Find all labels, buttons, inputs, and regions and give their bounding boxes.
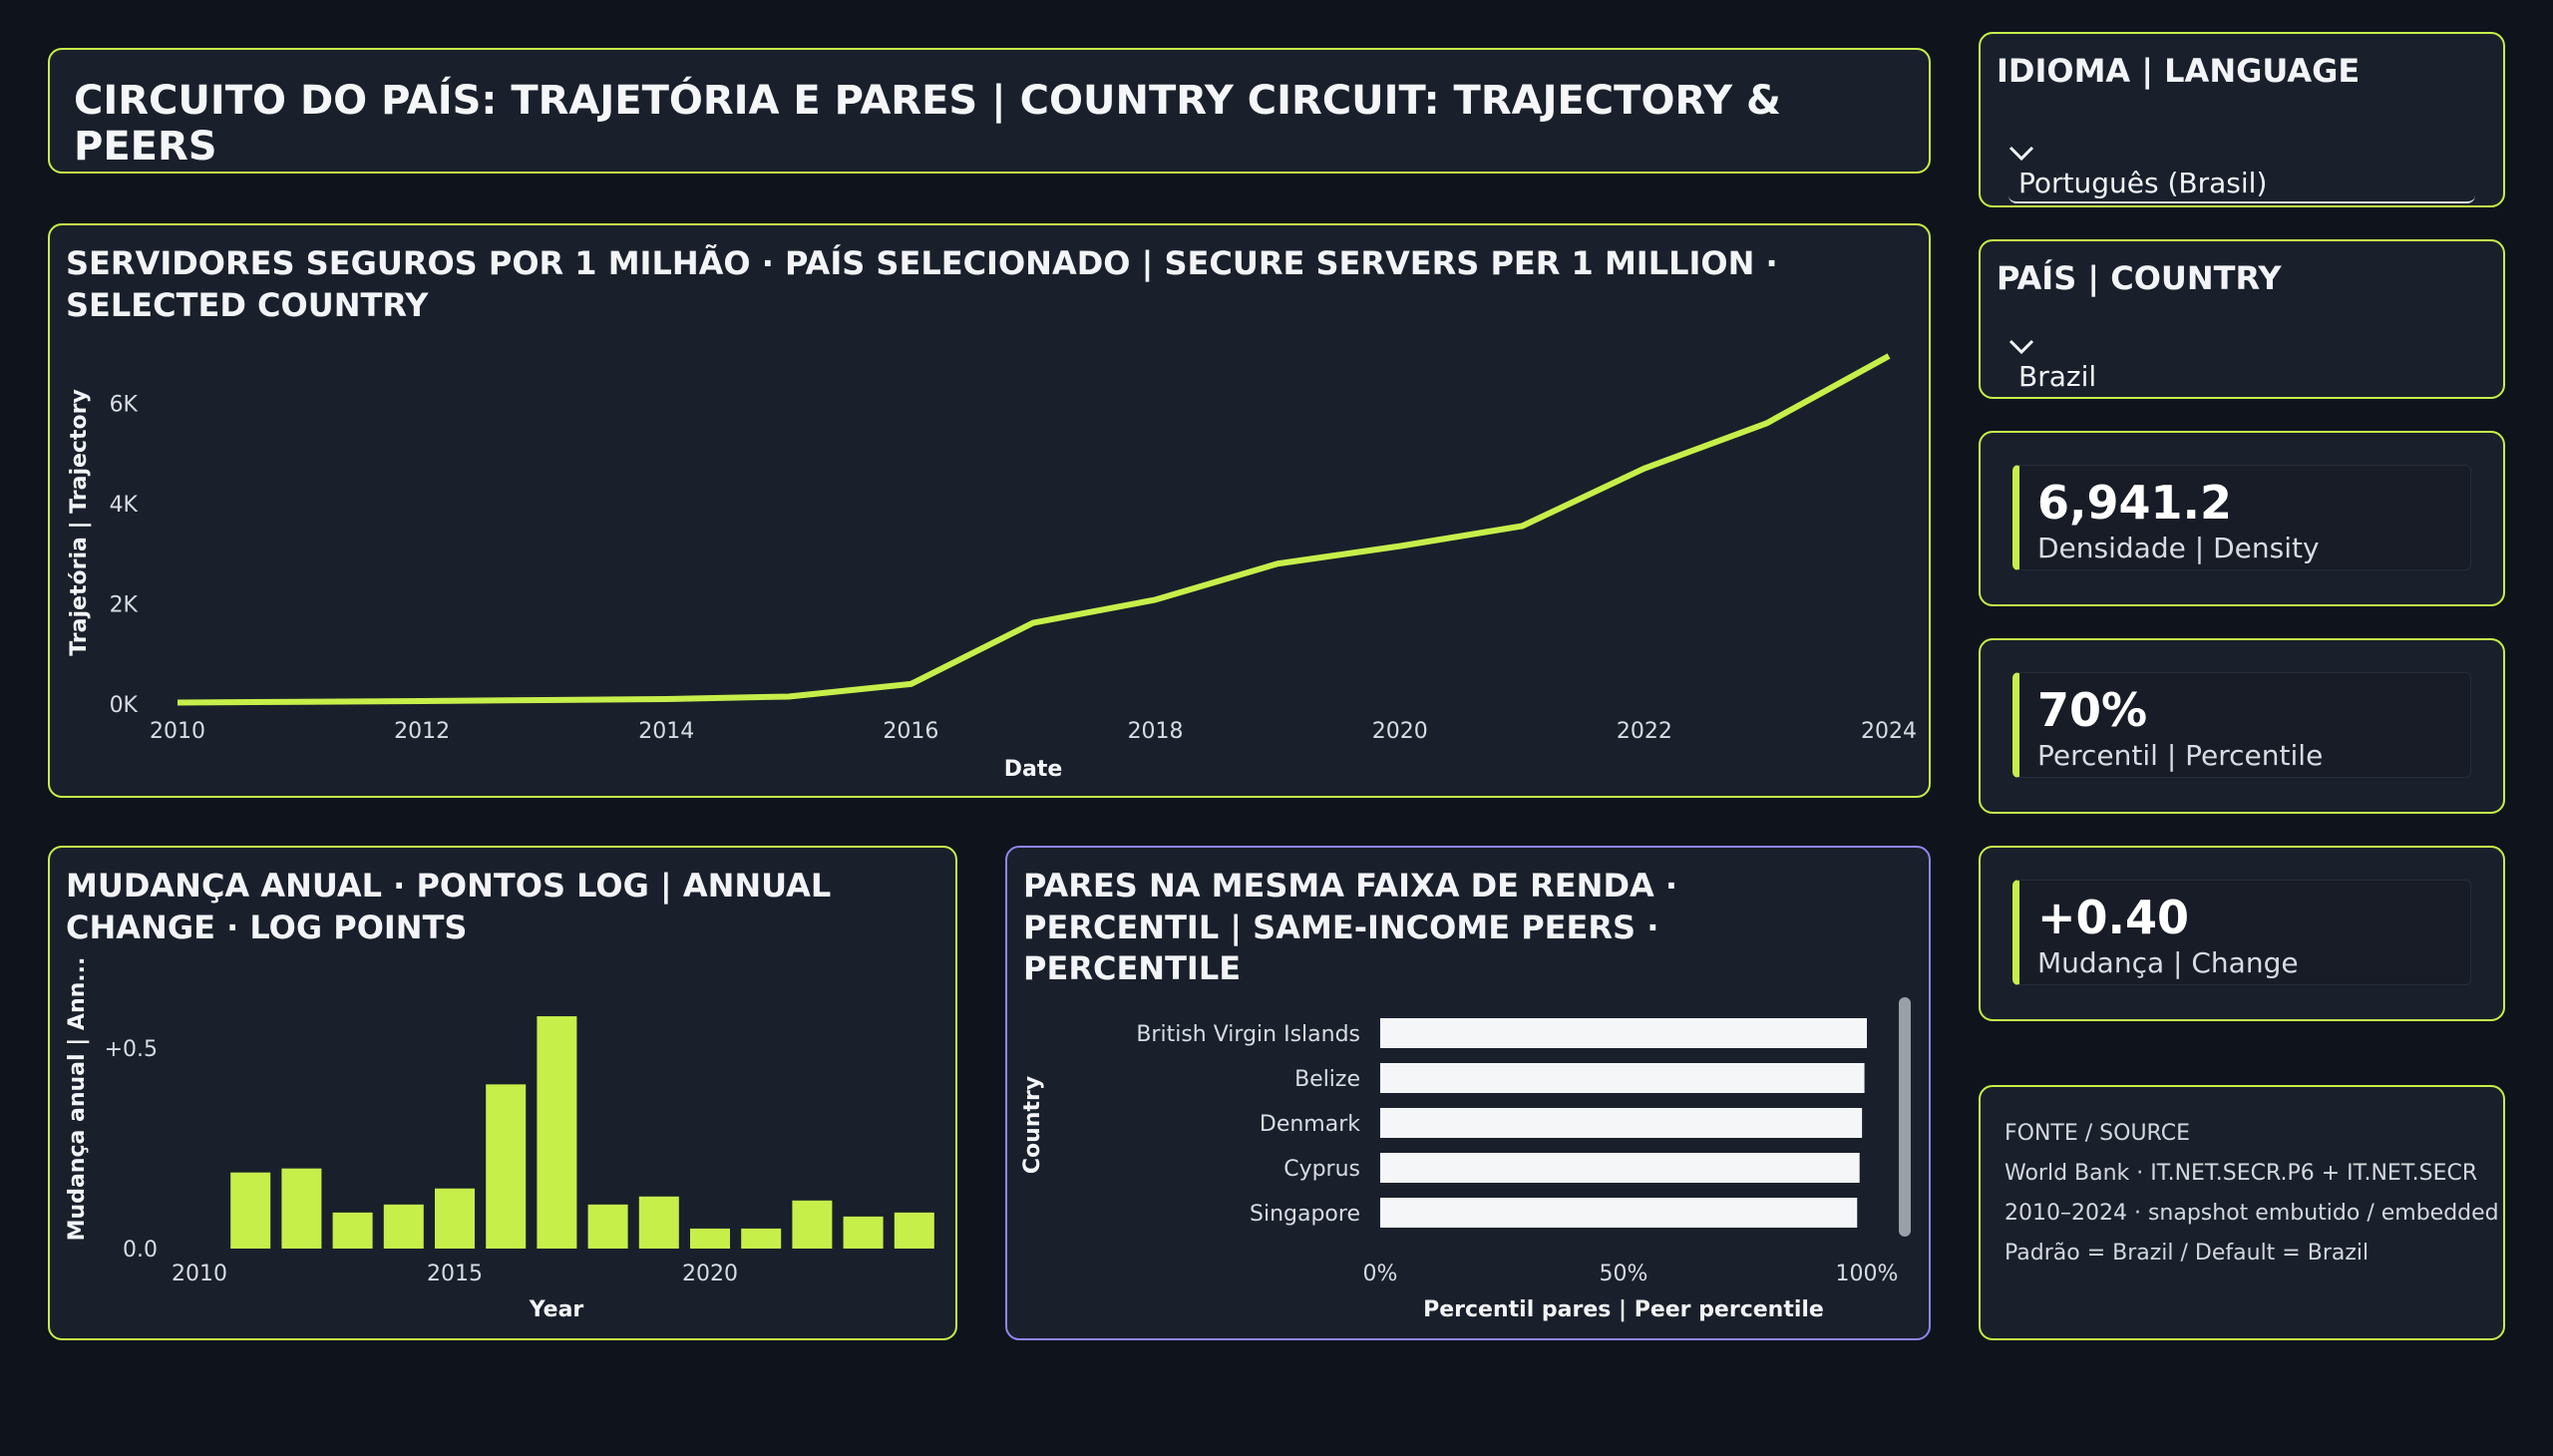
annual-change-bar <box>894 1212 934 1249</box>
trajectory-chart-card: SERVIDORES SEGUROS POR 1 MILHÃO · PAÍS S… <box>48 223 1931 798</box>
peers-category-label: Singapore <box>1250 1202 1360 1227</box>
trajectory-y-tick: 6K <box>110 392 139 417</box>
trajectory-y-tick: 2K <box>110 592 139 617</box>
peers-chart-card: PARES NA MESMA FAIXA DE RENDA · PERCENTI… <box>1005 846 1931 1340</box>
source-heading: FONTE / SOURCE <box>2005 1121 2191 1146</box>
source-line-3: Padrão = Brazil / Default = Brazil <box>2005 1241 2370 1266</box>
source-card: FONTE / SOURCE World Bank · IT.NET.SECR.… <box>1979 1085 2505 1340</box>
trajectory-x-tick: 2018 <box>1128 719 1184 744</box>
annual-change-bar <box>690 1228 730 1249</box>
source-line-2: 2010–2024 · snapshot embutido / embedded <box>2005 1201 2499 1226</box>
density-label: Densidade | Density <box>2037 532 2320 564</box>
peers-bar <box>1380 1018 1867 1048</box>
trajectory-series-line <box>177 353 1891 706</box>
peers-category-label: Belize <box>1294 1067 1360 1092</box>
annual-change-chart-card: MUDANÇA ANUAL · PONTOS LOG | ANNUAL CHAN… <box>48 846 957 1340</box>
source-line-1: World Bank · IT.NET.SECR.P6 + IT.NET.SEC… <box>2005 1161 2478 1186</box>
change-kpi-card: +0.40 Mudança | Change <box>1979 846 2505 1021</box>
trajectory-x-tick: 2014 <box>638 719 694 744</box>
annual-change-x-axis-title: Year <box>529 1297 584 1322</box>
chevron-down-icon[interactable] <box>2008 339 2034 355</box>
trajectory-x-tick: 2016 <box>883 719 938 744</box>
annual-change-bar <box>587 1204 628 1249</box>
peers-category-label: Denmark <box>1260 1112 1360 1137</box>
peers-category-label: British Virgin Islands <box>1136 1022 1360 1047</box>
page-title: CIRCUITO DO PAÍS: TRAJETÓRIA E PARES | C… <box>74 78 1781 170</box>
country-slicer[interactable]: PAÍS | COUNTRY Brazil <box>1979 239 2505 399</box>
trajectory-chart-title: SERVIDORES SEGUROS POR 1 MILHÃO · PAÍS S… <box>66 244 1778 324</box>
language-selected-value: Português (Brasil) <box>2018 167 2268 199</box>
trajectory-x-tick: 2010 <box>150 719 205 744</box>
trajectory-x-axis-title: Date <box>1004 757 1063 782</box>
annual-change-x-tick: 2015 <box>427 1262 483 1286</box>
trajectory-x-tick: 2020 <box>1372 719 1428 744</box>
trajectory-y-tick: 0K <box>110 693 139 718</box>
trajectory-y-tick: 4K <box>110 493 139 518</box>
trajectory-x-tick: 2012 <box>394 719 450 744</box>
annual-change-bar <box>332 1212 373 1249</box>
annual-change-bar <box>486 1084 527 1249</box>
annual-change-bar <box>638 1196 679 1249</box>
peers-category-label: Cyprus <box>1283 1157 1360 1182</box>
language-slicer[interactable]: IDIOMA | LANGUAGE Português (Brasil) <box>1979 32 2505 207</box>
annual-change-y-axis-title: Mudança anual | Ann... <box>65 957 90 1242</box>
annual-change-bar <box>383 1204 424 1249</box>
trajectory-x-tick: 2022 <box>1617 719 1672 744</box>
header-card: CIRCUITO DO PAÍS: TRAJETÓRIA E PARES | C… <box>48 48 1931 174</box>
change-kpi: +0.40 Mudança | Change <box>2012 880 2471 985</box>
peers-bar <box>1380 1198 1858 1228</box>
annual-change-bar-chart: Mudança anual | Ann... Year 2010 2015 2020… <box>65 957 934 1322</box>
annual-change-bar <box>843 1216 884 1249</box>
annual-change-x-tick: 2020 <box>682 1262 738 1286</box>
annual-change-bar <box>741 1228 782 1249</box>
trajectory-line-chart: Trajetória | Trajectory Date 2010 2012 201… <box>67 353 1917 782</box>
peers-y-axis-title: Country <box>1020 1076 1045 1174</box>
annual-change-bar <box>281 1168 322 1249</box>
annual-change-y-tick: +0.5 <box>105 1037 158 1062</box>
percentile-kpi-card: 70% Percentil | Percentile <box>1979 638 2505 814</box>
peers-scrollbar[interactable] <box>1899 997 1911 1237</box>
annual-change-bar <box>230 1172 271 1249</box>
annual-change-chart-title: MUDANÇA ANUAL · PONTOS LOG | ANNUAL CHAN… <box>66 867 832 946</box>
annual-change-x-tick: 2010 <box>172 1262 227 1286</box>
peers-x-axis-title: Percentil pares | Peer percentile <box>1423 1297 1824 1322</box>
density-value: 6,941.2 <box>2037 476 2232 530</box>
peers-x-tick: 50% <box>1600 1262 1648 1286</box>
density-kpi: 6,941.2 Densidade | Density <box>2012 465 2471 570</box>
peers-x-tick: 0% <box>1363 1262 1398 1286</box>
annual-change-bar <box>792 1200 833 1249</box>
language-dropdown[interactable]: Português (Brasil) <box>2008 146 2475 203</box>
trajectory-y-axis-title: Trajetória | Trajectory <box>67 389 92 656</box>
annual-change-bar <box>537 1016 577 1249</box>
percentile-value: 70% <box>2037 683 2148 737</box>
peers-bar <box>1380 1153 1860 1183</box>
annual-change-y-tick: 0.0 <box>123 1238 158 1263</box>
peers-bar <box>1380 1108 1863 1138</box>
change-value: +0.40 <box>2037 891 2190 944</box>
change-label: Mudança | Change <box>2037 946 2299 979</box>
peers-chart-title: PARES NA MESMA FAIXA DE RENDA · PERCENTI… <box>1023 867 1678 988</box>
peers-bar-chart: Country Percentil pares | Peer percentil… <box>1020 997 1911 1322</box>
language-slicer-label: IDIOMA | LANGUAGE <box>1997 52 2361 90</box>
trajectory-x-tick: 2024 <box>1861 719 1917 744</box>
percentile-kpi: 70% Percentil | Percentile <box>2012 672 2471 778</box>
peers-x-tick: 100% <box>1836 1262 1899 1286</box>
annual-change-bar <box>435 1188 475 1249</box>
peers-bar <box>1380 1063 1865 1093</box>
density-kpi-card: 6,941.2 Densidade | Density <box>1979 431 2505 606</box>
percentile-label: Percentil | Percentile <box>2037 739 2324 772</box>
chevron-down-icon[interactable] <box>2008 146 2034 162</box>
country-slicer-label: PAÍS | COUNTRY <box>1997 259 2282 297</box>
country-selected-value: Brazil <box>2018 360 2097 393</box>
country-dropdown[interactable]: Brazil <box>2008 339 2475 395</box>
